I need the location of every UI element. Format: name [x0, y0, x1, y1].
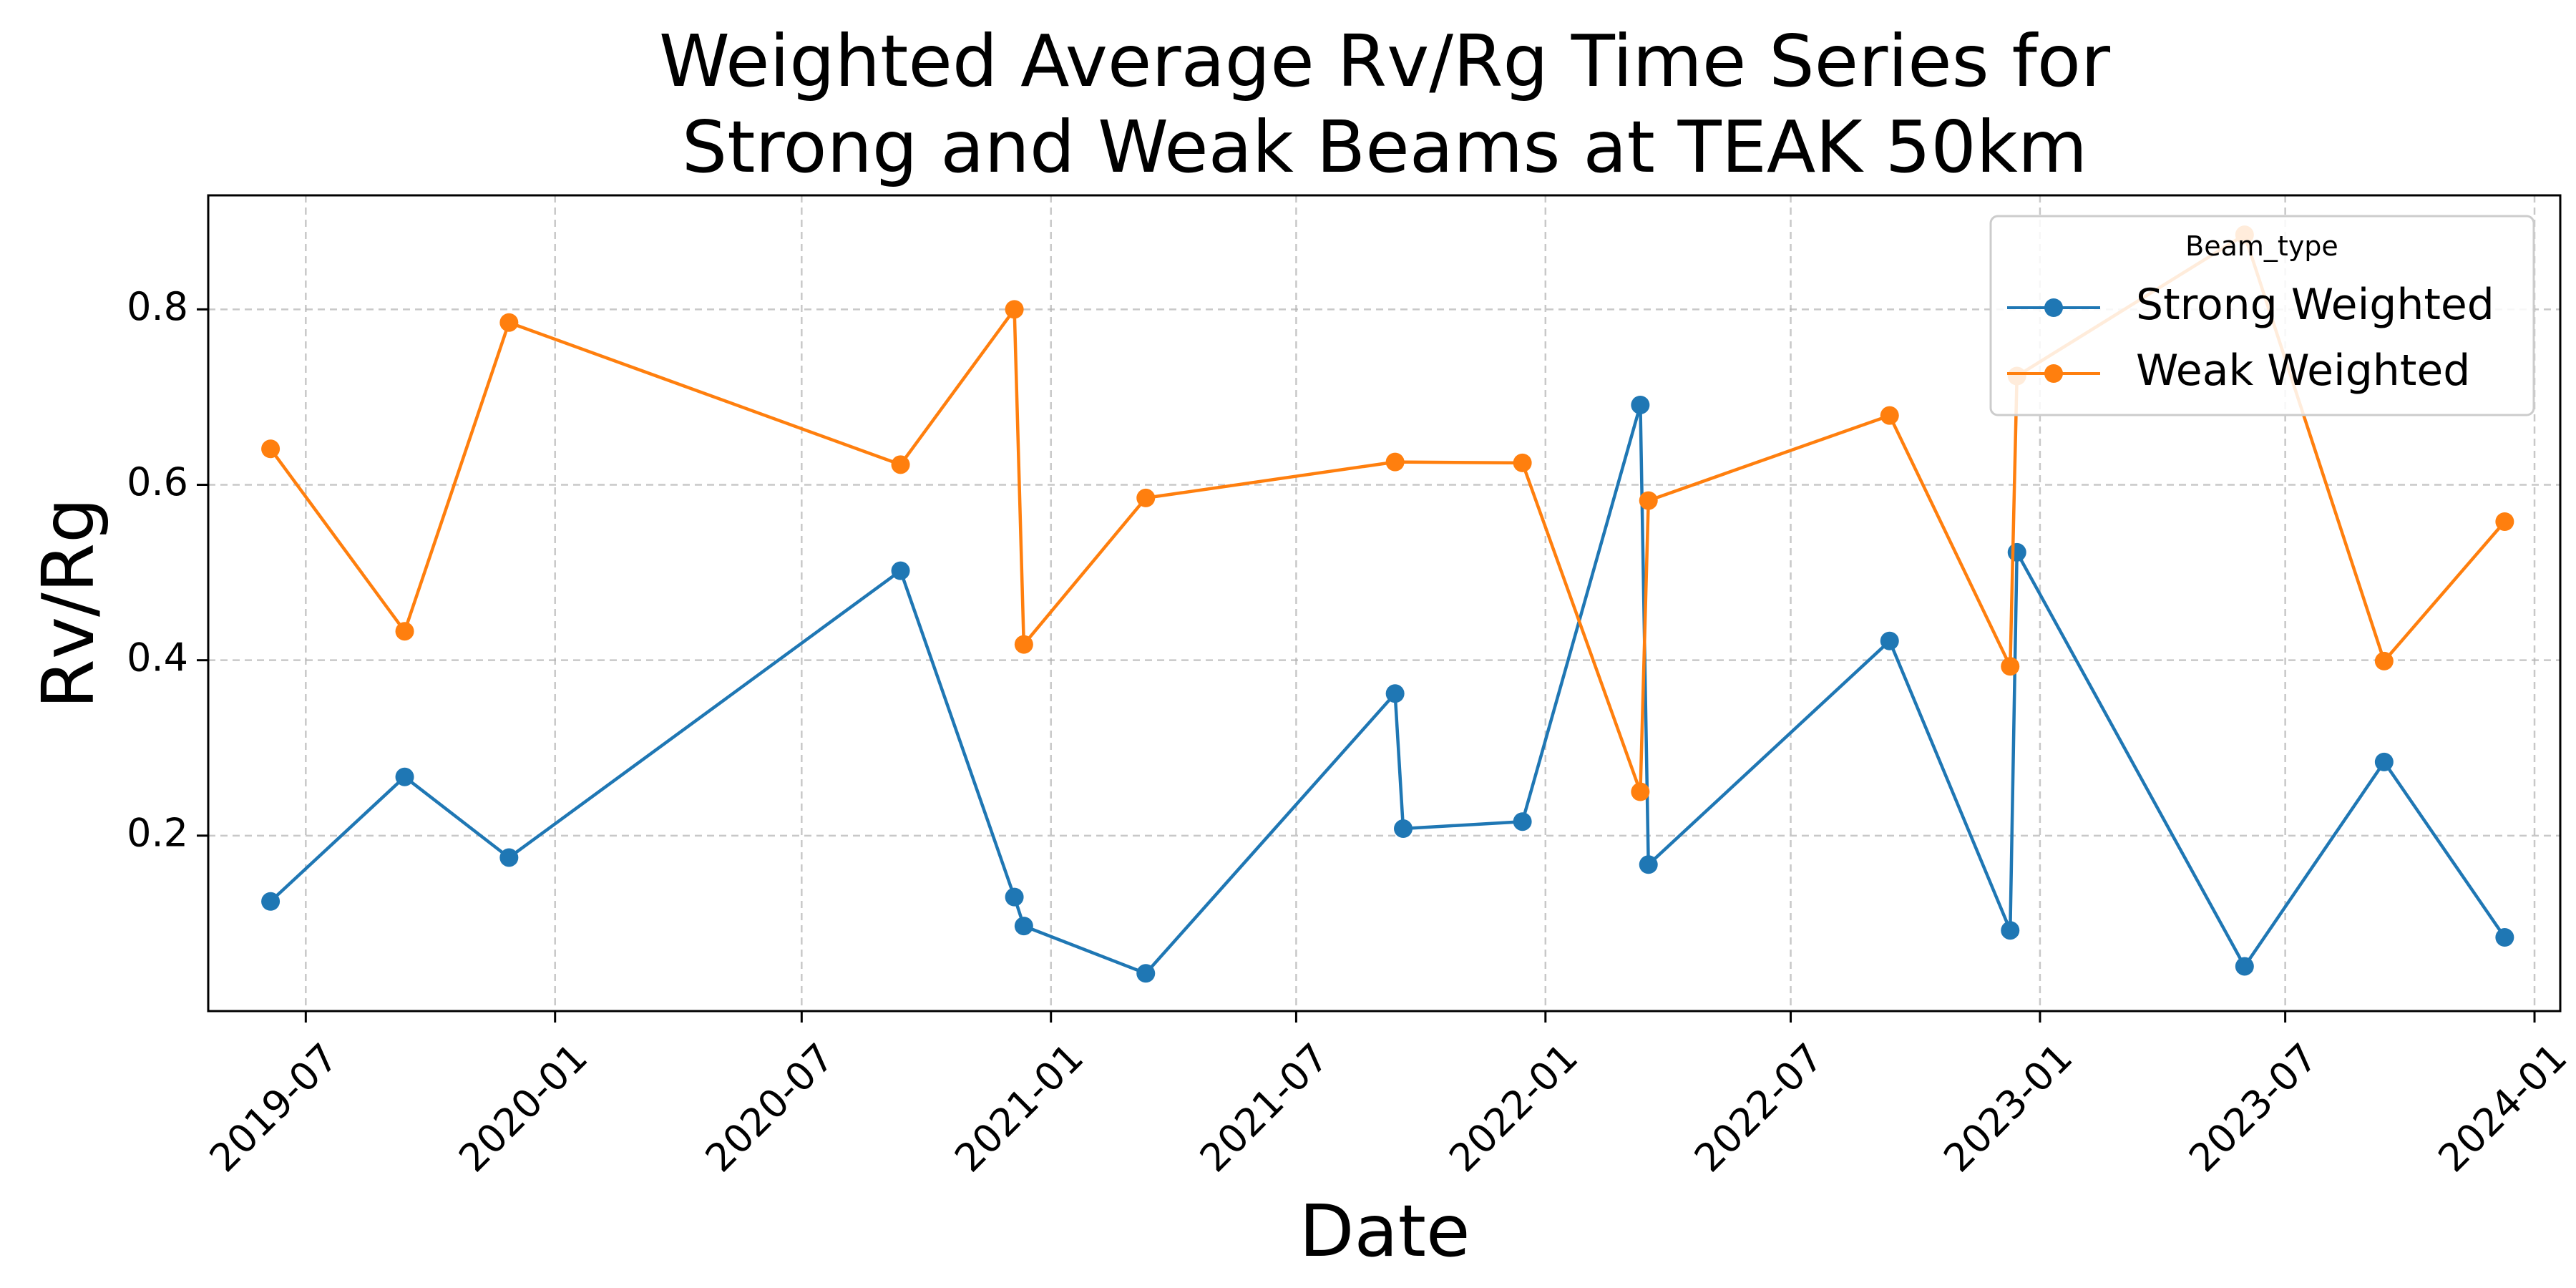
data-point-strong-weighted — [395, 767, 414, 786]
data-point-strong-weighted — [2235, 957, 2254, 976]
chart-title-line-2: Strong and Weak Beams at TEAK 50km — [682, 105, 2087, 189]
legend-label-strong: Strong Weighted — [2136, 280, 2494, 330]
data-point-weak-weighted — [1005, 300, 1024, 319]
y-tick-label: 0.8 — [127, 284, 188, 329]
y-tick-label: 0.4 — [127, 635, 188, 680]
data-point-strong-weighted — [1385, 684, 1405, 703]
data-point-strong-weighted — [1014, 917, 1033, 936]
data-point-weak-weighted — [1880, 406, 1899, 425]
y-axis-label: Rv/Rg — [26, 497, 110, 708]
y-tick-label: 0.2 — [127, 810, 188, 855]
data-point-weak-weighted — [2495, 512, 2514, 531]
legend-label-weak: Weak Weighted — [2136, 346, 2470, 396]
data-point-weak-weighted — [2374, 651, 2394, 670]
data-point-weak-weighted — [1631, 782, 1650, 801]
data-point-strong-weighted — [499, 848, 519, 867]
legend-title: Beam_type — [2185, 230, 2338, 262]
y-tick-label: 0.6 — [127, 459, 188, 504]
data-point-weak-weighted — [261, 439, 280, 459]
data-point-strong-weighted — [1005, 887, 1024, 907]
data-point-strong-weighted — [1136, 964, 1156, 983]
data-point-strong-weighted — [1513, 812, 1532, 831]
chart-title-line-1: Weighted Average Rv/Rg Time Series for — [659, 19, 2111, 103]
data-point-strong-weighted — [891, 561, 910, 580]
series-line-strong-weighted — [269, 403, 2507, 975]
legend-marker-strong — [2044, 298, 2063, 317]
data-point-weak-weighted — [1385, 452, 1405, 472]
legend-marker-weak — [2044, 364, 2063, 383]
data-point-strong-weighted — [1880, 631, 1899, 650]
plot-area-frame — [207, 194, 2562, 1013]
legend-box — [1989, 215, 2535, 416]
series-layer — [261, 225, 2514, 983]
data-point-strong-weighted — [1631, 395, 1650, 414]
data-point-strong-weighted — [2374, 752, 2394, 771]
data-point-strong-weighted — [1639, 855, 1658, 874]
data-point-strong-weighted — [1394, 819, 1413, 839]
data-point-weak-weighted — [2001, 657, 2020, 676]
x-axis-label: Date — [1299, 1189, 1470, 1273]
data-point-weak-weighted — [499, 313, 519, 332]
data-point-weak-weighted — [1014, 635, 1033, 654]
data-point-weak-weighted — [1513, 453, 1532, 472]
legend: Beam_type Strong Weighted Weak Weighted — [1989, 215, 2535, 416]
data-point-strong-weighted — [2495, 928, 2514, 947]
data-point-weak-weighted — [1136, 488, 1156, 507]
data-point-weak-weighted — [1639, 491, 1658, 510]
data-point-weak-weighted — [395, 622, 414, 641]
data-point-weak-weighted — [891, 455, 910, 474]
data-point-strong-weighted — [2007, 542, 2026, 562]
data-point-strong-weighted — [2001, 921, 2020, 940]
data-point-strong-weighted — [261, 892, 280, 911]
